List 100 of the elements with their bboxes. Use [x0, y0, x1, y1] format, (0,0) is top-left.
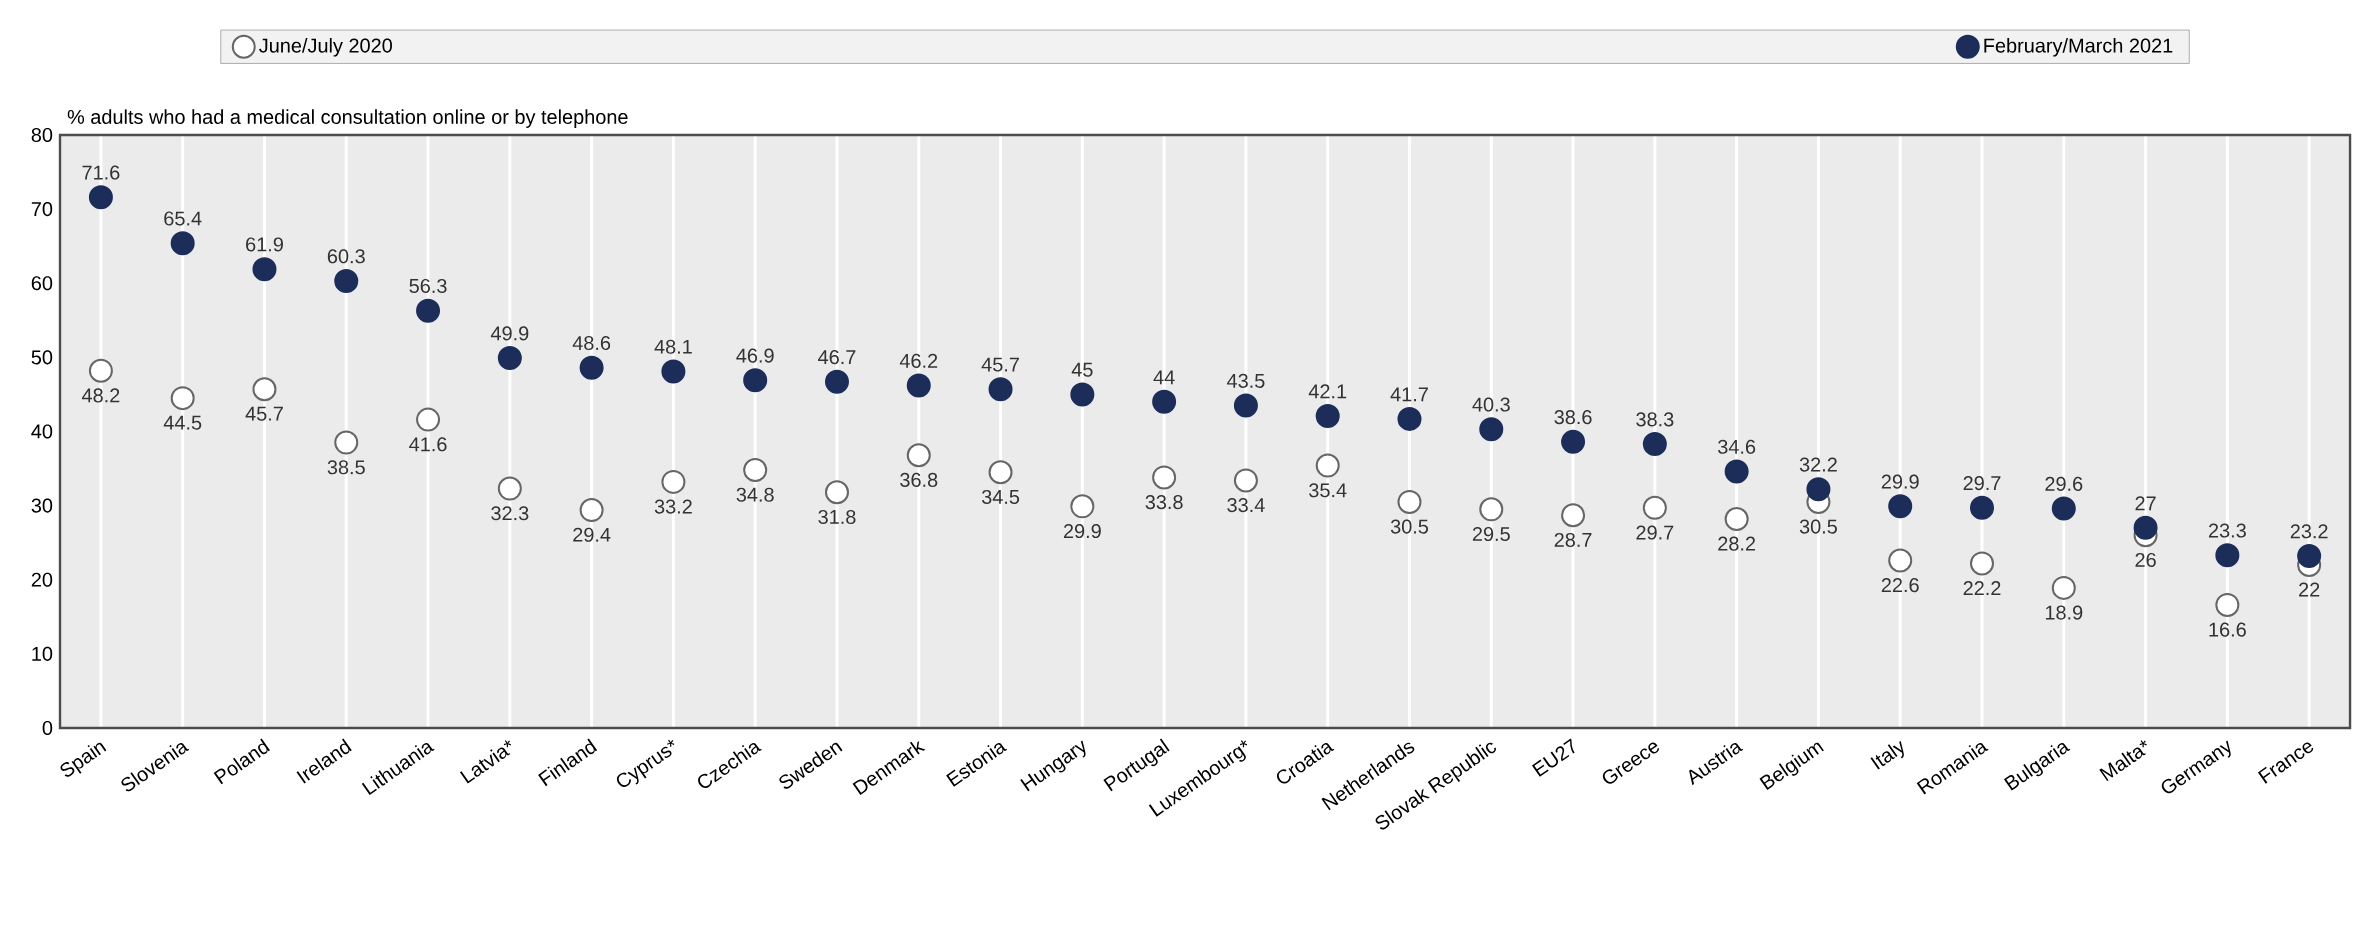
- point: [1970, 495, 1994, 520]
- point: [1315, 453, 1340, 478]
- data-label: 18.9: [2045, 605, 2083, 620]
- data-label: 45.7: [981, 357, 1019, 372]
- point: [1888, 548, 1913, 573]
- data-label: 33.4: [1227, 498, 1265, 513]
- data-label: 48.2: [81, 388, 120, 403]
- point: [1642, 432, 1667, 457]
- data-label: 27: [2135, 496, 2156, 511]
- y-tick-label: 0: [42, 720, 53, 736]
- point: [416, 407, 441, 432]
- point: [2051, 496, 2076, 521]
- point: [1806, 477, 1831, 502]
- point: [252, 377, 277, 402]
- data-label: 29.4: [573, 527, 611, 542]
- data-label: 23.3: [2208, 523, 2246, 538]
- data-label: 43.5: [1226, 373, 1265, 388]
- point: [824, 369, 849, 394]
- legend-label: June/July 2020: [259, 38, 392, 57]
- data-label: 36.8: [900, 472, 938, 487]
- data-label: 65.4: [164, 211, 202, 226]
- data-label: 38.6: [1554, 410, 1592, 425]
- point: [1315, 403, 1340, 428]
- point: [1970, 551, 1994, 576]
- point: [416, 298, 441, 323]
- y-tick-label: 50: [31, 350, 53, 365]
- data-label: 28.2: [1718, 536, 1756, 551]
- data-label: 44: [1153, 370, 1175, 385]
- data-label: 29.5: [1472, 526, 1510, 542]
- y-axis-title: % adults who had a medical consultation online or by telephone: [67, 109, 628, 128]
- data-label: 61.9: [246, 237, 283, 252]
- data-label: 38.3: [1636, 412, 1674, 427]
- y-tick-label: 40: [31, 424, 53, 439]
- data-label: 22.6: [1881, 578, 1919, 593]
- data-label: 26: [2135, 552, 2156, 567]
- data-label: 34.8: [736, 487, 774, 502]
- data-label: 46.2: [899, 353, 938, 368]
- point: [88, 185, 113, 210]
- data-label: 42.1: [1308, 384, 1347, 399]
- point: [252, 257, 277, 282]
- point: [1070, 382, 1095, 407]
- data-label: 71.6: [82, 165, 120, 180]
- data-label: 33.2: [654, 499, 692, 514]
- point: [1561, 503, 1586, 528]
- data-label: 23.2: [2290, 524, 2328, 539]
- point: [2133, 515, 2158, 540]
- point: [1233, 468, 1258, 493]
- data-label: 29.7: [1963, 476, 2001, 491]
- data-label: 31.8: [818, 509, 856, 525]
- legend-label: February/March 2021: [1984, 38, 2173, 57]
- data-label: 45.7: [245, 406, 283, 421]
- data-label: 29.9: [1063, 523, 1101, 539]
- point: [1561, 429, 1586, 454]
- point: [579, 498, 604, 523]
- point: [2051, 575, 2076, 600]
- point: [1888, 494, 1913, 519]
- point: [988, 460, 1013, 485]
- data-label: 44.5: [163, 415, 202, 430]
- data-label: 45: [1071, 362, 1093, 377]
- y-tick-label: 20: [31, 572, 53, 587]
- data-label: 32.3: [491, 506, 529, 521]
- point: [906, 373, 931, 398]
- data-label: 56.3: [409, 278, 447, 294]
- point: [497, 346, 522, 371]
- point: [661, 469, 686, 494]
- data-label: 29.6: [2045, 476, 2083, 491]
- y-tick-label: 30: [31, 498, 53, 513]
- point: [497, 476, 522, 501]
- point: [1070, 494, 1095, 519]
- point: [1479, 417, 1504, 442]
- point: [824, 480, 849, 505]
- x-tick-label: Italy: [1870, 741, 1904, 770]
- data-label: 28.7: [1554, 532, 1592, 547]
- data-label: 29.9: [1881, 474, 1919, 489]
- point: [579, 355, 604, 380]
- y-tick-label: 70: [31, 202, 53, 217]
- data-label: 49.9: [490, 326, 529, 341]
- data-label: 41.7: [1390, 387, 1428, 402]
- data-label: 22: [2299, 582, 2320, 597]
- data-label: 34.5: [981, 489, 1020, 504]
- data-label: 48.1: [654, 339, 692, 354]
- point: [1724, 506, 1749, 531]
- point: [1397, 489, 1422, 514]
- point: [1397, 406, 1422, 431]
- data-label: 38.5: [327, 460, 365, 475]
- point: [170, 231, 195, 256]
- point: [1152, 389, 1177, 414]
- data-label: 48.6: [572, 335, 611, 351]
- point: [661, 359, 686, 384]
- data-label: 60.3: [327, 249, 365, 264]
- point: [1642, 495, 1667, 520]
- point: [988, 377, 1013, 402]
- y-tick-label: 80: [31, 127, 53, 143]
- data-label: 30.5: [1799, 519, 1837, 534]
- data-label: 35.4: [1309, 483, 1347, 498]
- data-label: 33.8: [1145, 495, 1183, 510]
- data-label: 40.3: [1472, 397, 1510, 412]
- data-label: 34.6: [1718, 439, 1756, 454]
- data-label: 46.7: [818, 350, 856, 365]
- point: [2215, 543, 2240, 568]
